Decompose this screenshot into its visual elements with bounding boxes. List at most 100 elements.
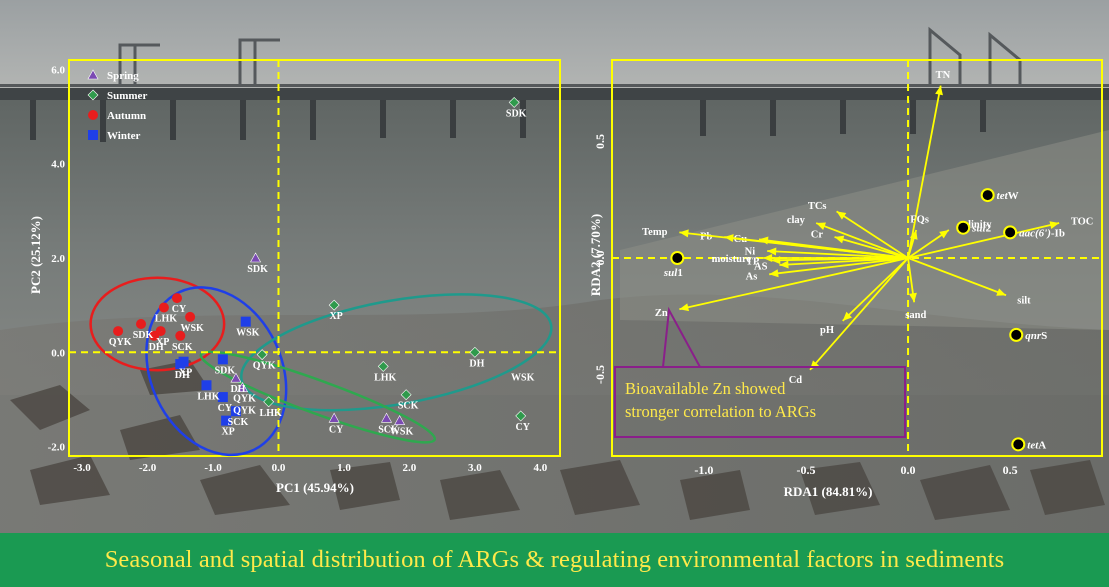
arrow-silt: silt (907, 257, 1031, 307)
pca-point-label: XP (329, 311, 342, 322)
arg-marker (670, 251, 685, 265)
pca-point-label: CY (172, 304, 187, 315)
winter-point (88, 130, 98, 140)
rda-ytick-label: 0.5 (593, 134, 607, 149)
rda-plot: -1.0 -0.5 0.0 0.5 0.5 0.0 -0.5 TN TOC salinity FQ… (588, 59, 1103, 499)
pca-point-label: WSK (180, 323, 204, 334)
arrow-fqs: FQs (907, 215, 929, 259)
legend-entry: Autumn (107, 110, 146, 122)
arrow-toc: TOC (907, 216, 1094, 259)
pca-point-label: SCK (378, 424, 399, 435)
pca-ytick-label: 6.0 (51, 64, 65, 76)
pca-ellipses (89, 276, 553, 457)
pca-point-label: LHK (197, 391, 219, 402)
arrow-label: FQs (910, 215, 929, 226)
arrow-shaft (907, 85, 942, 259)
arg-label: sul2 (971, 223, 991, 235)
pca-point-label: DH (469, 358, 484, 369)
pca-point-label: CY (329, 424, 344, 435)
plots-overlay: -3.0 -2.0 -1.0 0.0 1.0 2.0 3.0 4.06.04.02.00.0-… (28, 59, 1103, 499)
spring-point (381, 412, 393, 423)
pca-point-label: SCK (172, 342, 193, 353)
arrow-shaft (834, 236, 909, 259)
arrow-head (769, 269, 779, 278)
pca-point-label: QYK (109, 337, 132, 348)
pca-point-label: LHK (155, 314, 177, 325)
pca-plot: -3.0 -2.0 -1.0 0.0 1.0 2.0 3.0 4.0 6.0 4.0 2.0 0.0 -… (28, 59, 561, 495)
arrow-head (1049, 221, 1060, 229)
autumn-point (185, 311, 196, 322)
spring-point (394, 415, 406, 425)
arrow-label: TOC (1071, 216, 1094, 227)
pca-point-label: CY (515, 422, 530, 433)
callout-pointer (662, 306, 701, 368)
pca-point-label: WSK (511, 372, 535, 383)
arrow-shaft (836, 210, 909, 259)
arrow-label: Cd (789, 375, 803, 386)
arrow-sand: sand (905, 257, 926, 321)
pca-point-label: QYK (253, 361, 276, 372)
arg-marker (1003, 225, 1018, 240)
pca-ytick-label: -2.0 (48, 442, 66, 454)
winter-point (175, 359, 186, 370)
arg-point: tetW (980, 188, 1019, 203)
pier-pilings (30, 100, 986, 142)
pca-point-label: WSK (390, 427, 414, 438)
pca-point-label: SCK (398, 401, 419, 412)
pca-point-label: WSK (236, 328, 260, 339)
rda-xtick-label: 0.0 (901, 463, 916, 477)
arrow-head (996, 288, 1007, 296)
summer-point (469, 346, 481, 358)
arrow-label: Ni (745, 246, 756, 257)
arrow-head (679, 229, 689, 238)
pca-legend: Spring Summer Autumn Winter (87, 69, 147, 142)
arrow-head (779, 260, 789, 269)
arrow-as: As (746, 257, 909, 283)
pca-xlabel: PC1 (45.94%) (276, 480, 354, 495)
pca-xtick-label: -3.0 (73, 462, 91, 474)
spring-point (236, 382, 248, 392)
arrow-shaft (679, 231, 909, 259)
arrow-head (908, 292, 917, 303)
rda-ytick-label: 0.0 (593, 251, 607, 266)
pca-xtick-label: 1.0 (337, 462, 351, 474)
bottom-banner: Seasonal and spatial distribution of ARG… (0, 533, 1109, 587)
arrow-label: pH (820, 325, 834, 336)
rda-arg-points: tetW sul2 aac(6')-Ib sul1 qnrS tetA (663, 188, 1065, 452)
arrow-shaft (907, 257, 1007, 297)
arrow-head (763, 254, 773, 262)
legend-entry: Winter (107, 130, 141, 142)
winter-point (217, 392, 228, 403)
pca-xtick-label: 0.0 (272, 462, 286, 474)
winter-point (201, 380, 212, 391)
zn-callout: Bioavailable Zn showed stronger correlat… (614, 306, 906, 438)
arrow-shaft (779, 257, 909, 266)
arrow-shaft (907, 222, 1060, 259)
arrow-zn: Zn (655, 257, 909, 319)
arrow-label: silt (1017, 296, 1031, 307)
arrow-shaft (815, 222, 909, 259)
rda-xtick-label: 0.5 (1003, 463, 1018, 477)
cluster-ellipse (199, 350, 437, 444)
spring-point (250, 252, 262, 263)
arrow-as: AS (754, 257, 909, 273)
winter-point (240, 316, 251, 327)
pca-xtick-label: -1.0 (204, 462, 222, 474)
arg-point: qnrS (1009, 327, 1047, 342)
arrow-head (939, 230, 949, 239)
pca-ytick-label: 0.0 (51, 347, 65, 359)
arrow-ni: Ni (745, 246, 909, 259)
arrow-shaft (842, 257, 909, 322)
summer-point (256, 349, 268, 361)
background-photo (0, 0, 1109, 533)
autumn-point (158, 302, 169, 313)
cluster-ellipse (145, 286, 288, 457)
autumn-point (175, 330, 186, 341)
pca-xtick-label: 3.0 (468, 462, 482, 474)
pier-rail (0, 84, 1109, 87)
arg-marker (1009, 327, 1024, 342)
pca-point-label: QYK (233, 394, 256, 405)
callout-line-2: stronger correlation to ARGs (625, 402, 816, 421)
arrow-label: clay (787, 215, 806, 226)
